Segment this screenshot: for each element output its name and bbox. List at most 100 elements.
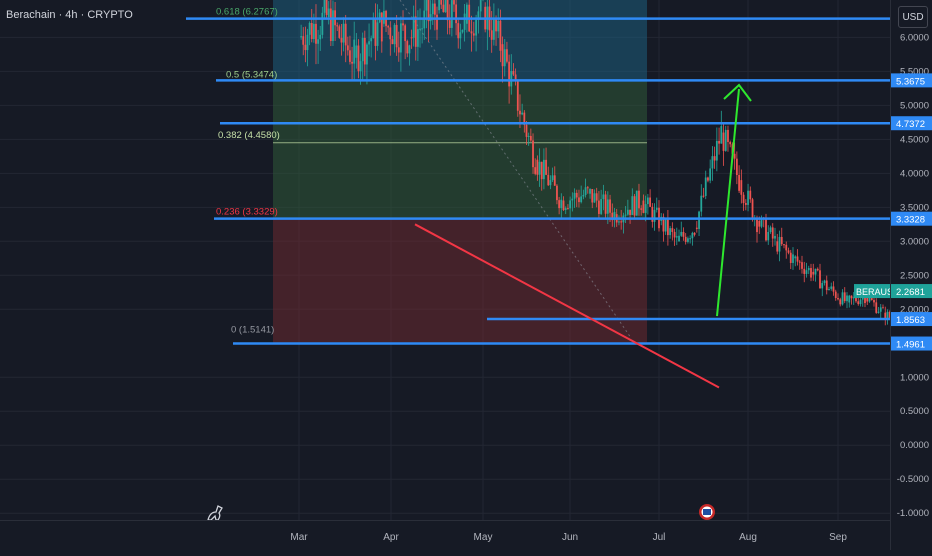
price-tick-label: 2.5000 [900,270,929,281]
symbol-price-badge [854,284,890,299]
candle-body [886,311,889,320]
candle-body [724,129,727,151]
event-flag-stripe [703,509,711,515]
level-badge-value: 5.3675 [896,76,925,87]
candle-body [477,11,480,20]
candle-body [812,271,815,275]
candle-body [828,289,830,291]
fib-level-label: 0 (1.5141) [231,324,274,335]
candle-body [564,208,567,211]
candle-body [669,228,672,236]
fib-level-label: 0.5 (5.3474) [226,70,277,81]
price-tick-label: 1.0000 [900,372,929,383]
candle-body [819,270,821,289]
candle-body [355,45,358,58]
candle-body [684,236,687,242]
candle-body [864,296,866,304]
candlestick-chart[interactable]: 0.618 (6.2767) 0.5 (5.3474) 0.382 (4.4580)… [0,0,932,521]
dino-icon [207,505,223,521]
candle-body [512,71,515,75]
candle-body [553,175,556,186]
event-flag-icon[interactable] [699,504,715,520]
candle-body [720,126,723,144]
candle-body [794,256,797,259]
candle-body [785,244,788,251]
candle-body [516,81,519,111]
candle-body [582,194,585,197]
candle-body [680,231,683,236]
candle-body [877,311,880,313]
level-price-badge [891,116,932,131]
last-price-value: 2.2681 [896,287,925,298]
candle-body [823,280,826,284]
price-tick-label: 4.5000 [900,134,929,145]
candle-body [866,295,869,302]
candle-body [389,27,392,40]
candle-body [875,302,878,313]
candle-body [304,44,307,51]
target-arrow[interactable] [716,88,740,317]
candle-body [715,140,718,161]
candle-body [433,3,436,15]
candle-body [412,16,415,38]
candle-body [332,10,334,42]
candle-body [536,159,539,175]
candle-body [593,193,596,203]
candle-body [543,159,545,180]
price-tick-label: -1.0000 [897,508,929,519]
price-tick-label: 2.0000 [900,304,929,315]
time-axis[interactable]: Mar Apr May Jun Jul Aug Sep [0,520,890,551]
candle-body [626,209,629,215]
candle-body [635,190,638,216]
candle-body [740,180,743,195]
price-tick-label: 3.0000 [900,236,929,247]
currency-selector[interactable]: USD [898,6,928,28]
price-tick-label: 4.0000 [900,168,929,179]
price-axis[interactable]: 6.0000 5.5000 5.0000 4.5000 4.0000 3.5000 3.00… [890,0,932,550]
level-price-badge [891,73,932,88]
candle-body [631,196,634,215]
price-tick-label: 5.0000 [900,100,929,111]
candle-body [751,199,754,220]
price-tick-label: 6.0000 [900,32,929,43]
candle-body [497,20,500,32]
candle-body [558,200,561,209]
candle-body [510,71,513,87]
candle-body [492,18,495,40]
candle-body [578,197,580,203]
candle-body [653,209,656,222]
candle-body [323,0,326,13]
candle-body [529,135,532,141]
candle-body [843,292,846,302]
candle-body [402,23,404,26]
candle-body [595,193,598,201]
candle-body [571,198,574,201]
support-trendline[interactable] [414,223,720,389]
price-axis-labels: 6.0000 5.5000 5.0000 4.5000 4.0000 3.5000 3.00… [891,32,932,519]
candle-body [560,199,563,209]
candle-body [689,238,692,240]
candle-body [391,39,394,45]
candle-body [472,33,475,36]
candle-body [718,140,720,144]
candle-body [821,283,824,289]
price-tick-label: 0.0000 [900,440,929,451]
candle-body [767,231,770,241]
candle-body [453,0,455,5]
candle-body [798,261,801,263]
chart-area[interactable]: 0.618 (6.2767) 0.5 (5.3474) 0.382 (4.4580)… [0,0,932,521]
candle-body [789,252,792,263]
candle-body [514,74,517,82]
candle-body [380,12,383,42]
candle-body [427,0,430,22]
candle-body [342,23,345,43]
candle-body [620,221,623,223]
candle-body [556,185,558,201]
candle-body [591,189,594,203]
candle-body [624,214,627,216]
candle-body [404,25,407,42]
candle-body [306,34,309,51]
candle-body [370,38,373,42]
level-badge-value: 1.8563 [896,315,925,326]
symbol-title[interactable]: Berachain · 4h · CRYPTO [6,9,133,21]
